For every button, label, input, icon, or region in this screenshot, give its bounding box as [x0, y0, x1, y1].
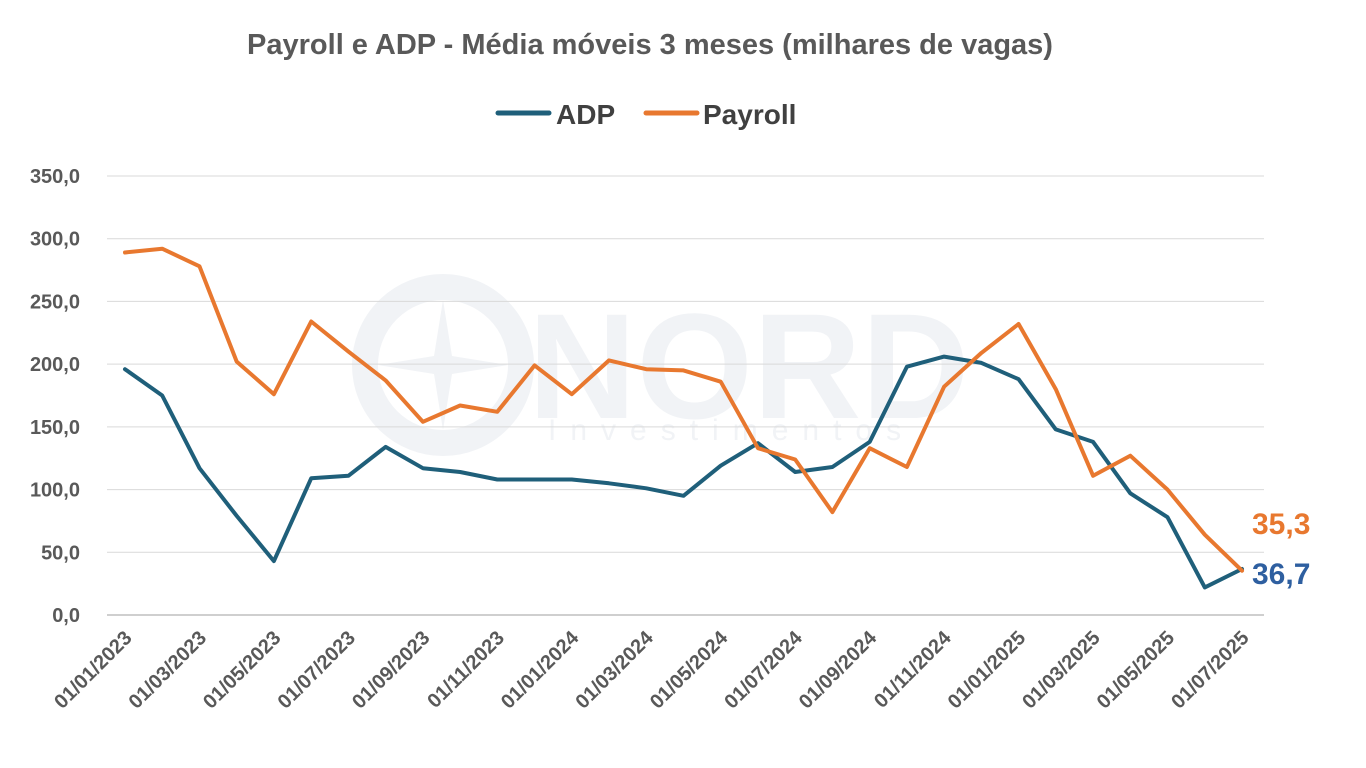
- x-tick-label: 01/07/2024: [720, 626, 807, 713]
- y-tick-label: 200,0: [30, 354, 80, 376]
- chart-title: Payroll e ADP - Média móveis 3 meses (mi…: [247, 29, 1053, 61]
- legend: ADP Payroll: [495, 99, 796, 130]
- x-tick-label: 01/03/2024: [571, 626, 658, 713]
- x-tick-label: 01/09/2024: [795, 626, 882, 713]
- end-label-payroll: 35,3: [1252, 508, 1310, 541]
- watermark-subtitle: Investimentos: [548, 414, 915, 447]
- x-axis-ticks: 01/01/202301/03/202301/05/202301/07/2023…: [50, 626, 1253, 713]
- y-tick-label: 250,0: [30, 291, 80, 313]
- x-tick-label: 01/05/2023: [199, 627, 285, 713]
- x-tick-label: 01/05/2024: [646, 626, 733, 713]
- y-tick-label: 150,0: [30, 417, 80, 439]
- x-tick-label: 01/01/2024: [497, 626, 584, 713]
- y-tick-label: 300,0: [30, 229, 80, 251]
- x-tick-label: 01/03/2025: [1018, 627, 1104, 713]
- x-tick-label: 01/01/2025: [944, 627, 1030, 713]
- y-tick-label: 350,0: [30, 166, 80, 188]
- end-labels: 35,3 36,7: [1252, 508, 1310, 591]
- x-tick-label: 01/09/2023: [348, 627, 434, 713]
- series-line-payroll: [123, 246, 1244, 573]
- series-layer: [123, 246, 1244, 590]
- x-tick-label: 01/05/2025: [1093, 627, 1179, 713]
- y-tick-label: 100,0: [30, 480, 80, 502]
- series-line-adp: [123, 354, 1244, 590]
- x-tick-label: 01/01/2023: [50, 627, 136, 713]
- x-tick-label: 01/07/2025: [1167, 627, 1253, 713]
- legend-adp-label: ADP: [556, 99, 615, 130]
- end-label-adp: 36,7: [1252, 558, 1310, 591]
- x-tick-label: 01/07/2023: [274, 627, 360, 713]
- y-tick-label: 50,0: [41, 542, 80, 564]
- y-axis-ticks: 350,0 300,0 250,0 200,0 150,0 100,0 50,0 0,0: [30, 166, 80, 627]
- x-tick-label: 01/11/2024: [870, 626, 956, 712]
- y-tick-label: 0,0: [52, 605, 80, 627]
- x-tick-label: 01/11/2023: [423, 627, 509, 713]
- x-tick-label: 01/03/2023: [125, 627, 211, 713]
- gridlines: [107, 175, 1264, 616]
- legend-payroll-label: Payroll: [703, 99, 796, 130]
